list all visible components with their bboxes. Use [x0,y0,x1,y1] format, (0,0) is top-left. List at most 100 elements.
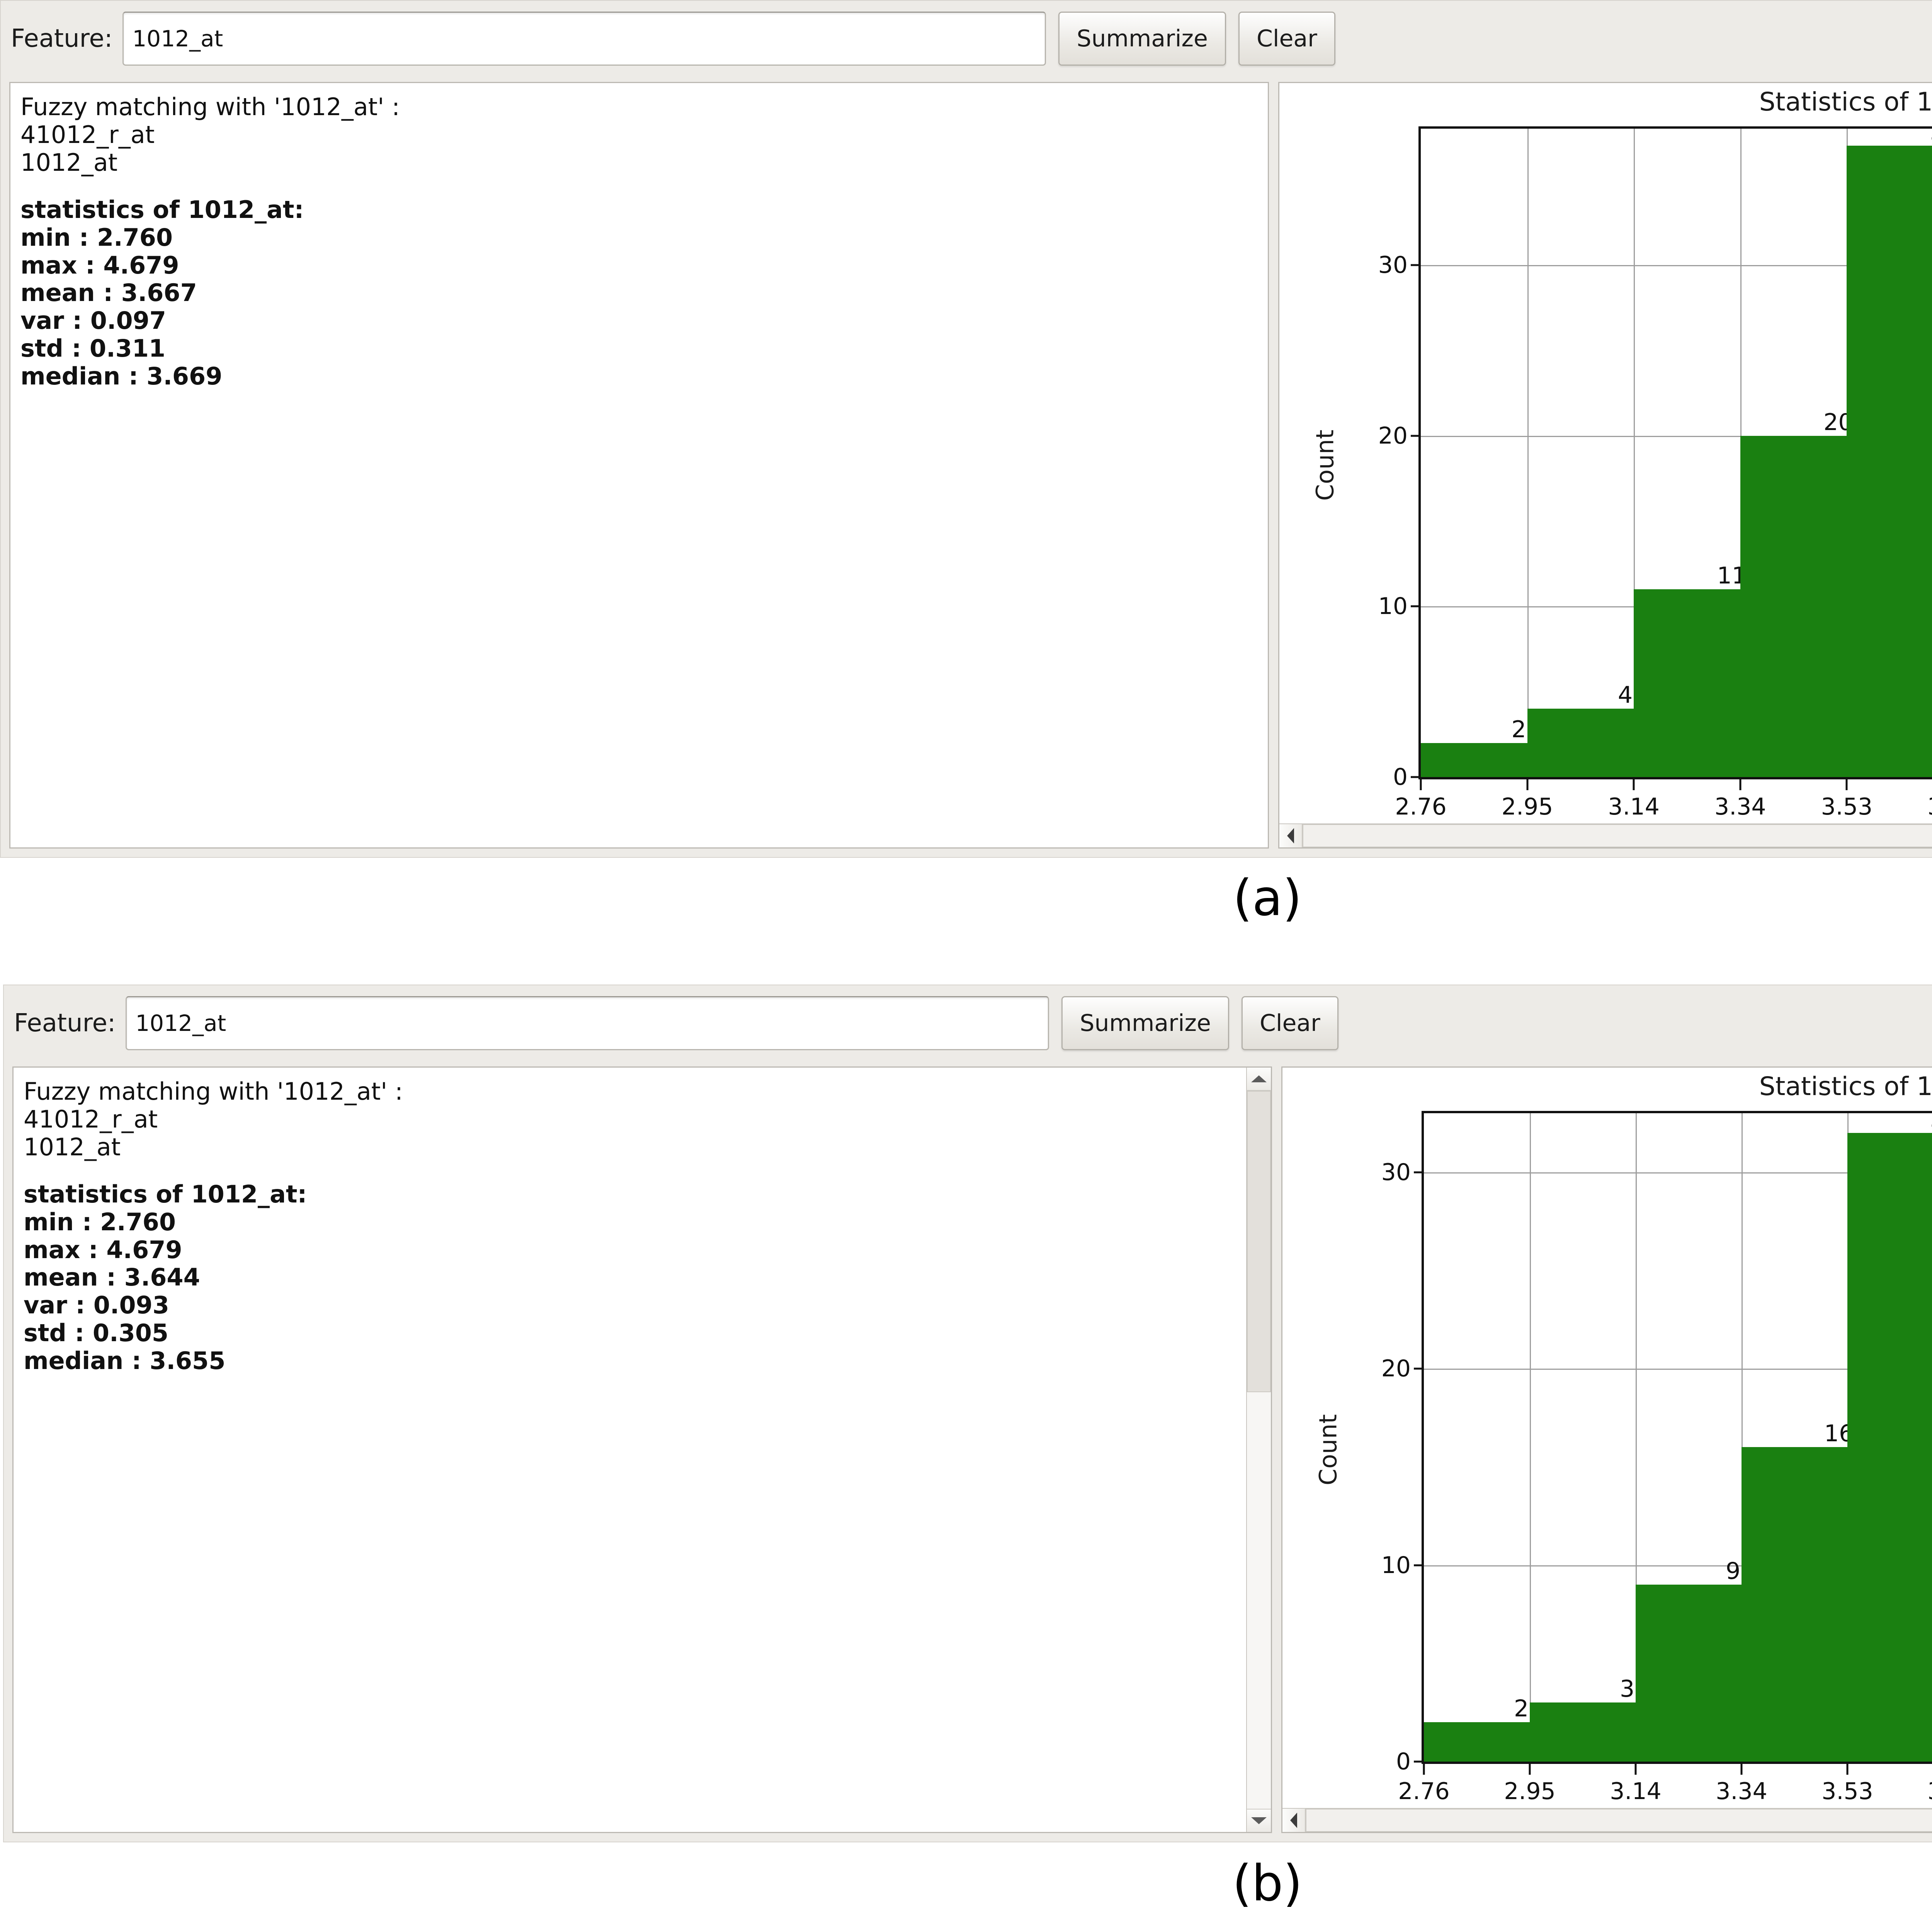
clear-button-a[interactable]: Clear [1238,12,1335,66]
y-tick-label: 20 [1381,1355,1411,1383]
x-tick-label: 3.14 [1610,1778,1662,1805]
fuzzy-match-header-b: Fuzzy matching with '1012_at' : [24,1077,403,1105]
y-tick-label: 30 [1381,1158,1411,1186]
x-tick-mark [1529,1762,1531,1775]
stat-median-b: median : 3.655 [24,1347,226,1375]
bar-value-label: 4 [1618,682,1633,709]
histogram-chart-b: Statistics of 1012_at Count 010203023916… [1282,1068,1932,1832]
y-tick-mark [1414,1367,1424,1370]
stat-max-a: max : 4.679 [20,251,179,279]
caption-a: (a) [1233,869,1302,927]
x-tick-label: 3.72 [1927,793,1932,820]
histogram-bar [1742,1447,1847,1762]
stats-title-b: statistics of 1012_at: [24,1180,307,1208]
chart-pane-a: Statistics of 1012_at Count 010203024112… [1278,82,1932,849]
gridline-horizontal [1421,265,1932,267]
bar-value-label: 3 [1619,1675,1635,1703]
histogram-bar [1421,743,1527,777]
plot-area-a: 01020302411203730156122.762.953.143.343.… [1378,119,1932,820]
y-tick-label: 10 [1378,593,1408,620]
text-vscroll-thumb-b[interactable] [1247,1091,1271,1393]
x-tick-label: 2.76 [1398,1778,1450,1805]
y-tick-label: 0 [1393,764,1408,791]
x-tick-mark [1845,777,1848,790]
text-output-b[interactable]: Fuzzy matching with '1012_at' : 41012_r_… [14,1068,1246,1832]
gridline-horizontal [1424,1172,1932,1173]
x-tick-mark [1740,1762,1743,1775]
stat-mean-a: mean : 3.667 [20,279,197,307]
hscroll-thumb-b[interactable] [1306,1809,1932,1832]
chart-hscrollbar-a[interactable] [1279,823,1932,847]
histogram-bar [1424,1722,1530,1762]
text-scroll-down-arrow-b[interactable] [1247,1809,1271,1832]
feature-label-a: Feature: [11,24,113,53]
chart-hscrollbar-b[interactable] [1282,1808,1932,1832]
histogram-bar [1634,589,1740,777]
gridline-vertical [1530,1113,1531,1762]
text-output-pane-b: Fuzzy matching with '1012_at' : 41012_r_… [12,1066,1272,1833]
scroll-left-arrow-b[interactable] [1282,1809,1306,1832]
gridline-horizontal [1424,1369,1932,1370]
spacer-a [20,177,1268,196]
text-scroll-up-arrow-b[interactable] [1247,1068,1271,1091]
hscroll-track-b[interactable] [1306,1809,1932,1832]
stats-title-a: statistics of 1012_at: [20,195,304,224]
text-vscroll-track-b[interactable] [1247,1091,1271,1809]
x-tick-mark [1423,1762,1425,1775]
fuzzy-match-item-b-1: 1012_at [24,1133,121,1161]
gridline-vertical [1527,129,1529,777]
chevron-up-icon [1251,1075,1267,1082]
histogram-chart-a: Statistics of 1012_at Count 010203024112… [1279,83,1932,847]
y-tick-mark [1414,1171,1424,1173]
fuzzy-match-item-a-1: 1012_at [20,148,118,177]
bar-value-label: 37 [1930,119,1932,146]
histogram-bar [1530,1702,1636,1762]
histogram-bar [1740,435,1847,777]
histogram-bar [1847,146,1932,777]
y-tick-mark [1414,1760,1424,1763]
chart-title-b: Statistics of 1012_at [1759,1071,1932,1101]
stat-std-a: std : 0.311 [20,334,165,363]
summarize-button-b[interactable]: Summarize [1061,996,1229,1050]
chevron-down-icon [1251,1817,1267,1824]
summarize-button-a[interactable]: Summarize [1058,12,1226,66]
hscroll-track-a[interactable] [1303,824,1932,847]
histogram-bar [1847,1133,1932,1762]
bar-value-label: 2 [1511,716,1526,743]
y-tick-mark [1414,1564,1424,1566]
feature-input-b[interactable]: 1012_at [126,996,1049,1050]
gridline-vertical [1634,129,1635,777]
text-output-a[interactable]: Fuzzy matching with '1012_at' : 41012_r_… [10,83,1268,847]
stat-var-b: var : 0.093 [24,1291,169,1320]
fuzzy-match-header-a: Fuzzy matching with '1012_at' : [20,93,400,121]
y-tick-mark [1411,605,1421,607]
feature-input-a[interactable]: 1012_at [122,12,1046,66]
scroll-left-arrow-a[interactable] [1279,824,1303,847]
histogram-bar [1636,1585,1742,1762]
x-tick-label: 2.76 [1395,793,1447,820]
x-tick-mark [1739,777,1742,790]
chart-title-a: Statistics of 1012_at [1759,87,1932,117]
x-tick-label: 3.34 [1714,793,1766,820]
y-tick-mark [1411,435,1421,437]
chart-pane-b: Statistics of 1012_at Count 010203023916… [1281,1066,1932,1833]
bar-value-label: 9 [1725,1558,1741,1585]
x-tick-label: 3.34 [1716,1778,1767,1805]
chart-ylabel-a: Count [1311,429,1339,501]
body-split-b: Fuzzy matching with '1012_at' : 41012_r_… [12,1066,1932,1833]
feature-label-b: Feature: [14,1009,116,1037]
clear-button-b[interactable]: Clear [1241,996,1338,1050]
stat-std-b: std : 0.305 [24,1319,168,1347]
y-tick-label: 10 [1381,1551,1411,1579]
y-tick-label: 0 [1396,1748,1411,1775]
plot-area-b: 0102030239163221105112.762.953.143.343.5… [1381,1106,1932,1805]
hscroll-thumb-a[interactable] [1303,824,1932,847]
gridline-vertical [1636,1113,1637,1762]
text-output-pane-a: Fuzzy matching with '1012_at' : 41012_r_… [9,82,1269,849]
x-tick-mark [1526,777,1529,790]
x-tick-mark [1420,777,1422,790]
caption-b: (b) [1232,1855,1303,1912]
fuzzy-match-item-b-0: 41012_r_at [24,1105,158,1133]
text-vscrollbar-b[interactable] [1246,1068,1271,1832]
